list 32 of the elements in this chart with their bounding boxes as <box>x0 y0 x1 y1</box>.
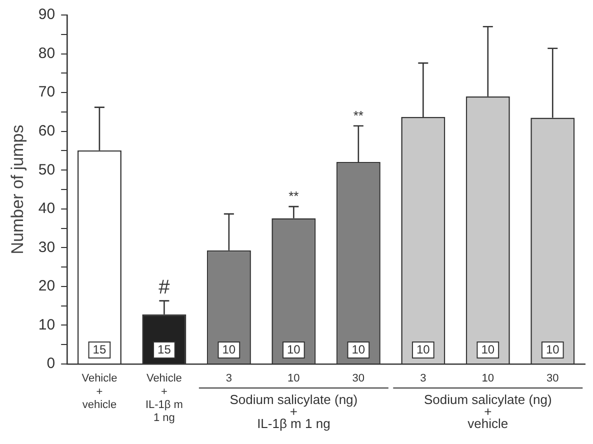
y-tick-label: 60 <box>38 122 56 140</box>
x-tick-label: Vehicle + vehicle <box>82 372 118 412</box>
annotation: 10 <box>546 342 560 356</box>
y-tick-label: 20 <box>38 278 56 295</box>
x-tick-label: 3 <box>420 372 426 385</box>
x-tick-label: 10 <box>288 372 300 385</box>
x-tick-label: 30 <box>546 372 559 385</box>
annotation: 10 <box>222 342 236 356</box>
y-tick-label: 50 <box>38 161 56 178</box>
y-tick-label: 80 <box>38 44 56 62</box>
annotation: 10 <box>481 342 495 356</box>
annotation: 10 <box>286 342 301 356</box>
annotation: # <box>158 276 171 298</box>
x-tick-label: 30 <box>352 372 365 385</box>
annotation: 10 <box>416 342 430 356</box>
x-tick-label: 3 <box>226 372 232 385</box>
annotation: ** <box>353 108 364 123</box>
text: Sodium salicylate (ng) + vehicle <box>424 392 552 432</box>
annotation: 15 <box>92 342 106 356</box>
x-tick-label: 10 <box>482 372 494 385</box>
text: Sodium salicylate (ng) + IL-1β m 1 ng <box>230 392 358 432</box>
y-tick-label: 90 <box>38 6 56 24</box>
annotation: ** <box>288 188 299 204</box>
annotation: 15 <box>158 342 172 356</box>
y-axis-title: Number of jumps <box>8 124 27 254</box>
x-tick-label: Vehicle + IL-1β m 1 ng <box>145 372 183 424</box>
y-tick-label: 30 <box>38 238 56 256</box>
annotation: 10 <box>352 342 366 356</box>
y-tick-label: 40 <box>38 200 56 218</box>
y-tick-label: 70 <box>38 84 56 101</box>
y-tick-label: 10 <box>38 316 56 334</box>
y-tick-label: 0 <box>46 355 56 372</box>
